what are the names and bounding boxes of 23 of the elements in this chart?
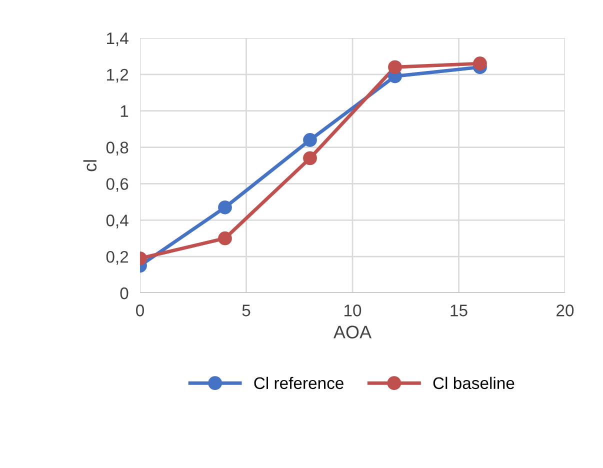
y-tick-label: 0,4: [106, 214, 128, 228]
x-tick-label: 5: [242, 304, 250, 316]
point: [473, 56, 487, 70]
legend-label: Cl baseline: [433, 376, 514, 390]
y-tick-label: 1: [120, 105, 128, 117]
x-tick-label: 0: [136, 304, 144, 316]
y-axis-title: cl: [83, 160, 97, 172]
y-tick-label: 0: [120, 287, 128, 300]
x-tick-label: 10: [344, 304, 362, 316]
point: [218, 231, 232, 246]
x-tick-label: 15: [450, 304, 468, 316]
y-tick-label: 1,2: [106, 68, 128, 83]
point: [303, 151, 317, 166]
y-tick-label: 0,6: [106, 178, 128, 192]
y-tick-label: 1,4: [106, 32, 128, 46]
y-tick-label: 0,2: [106, 250, 128, 265]
legend-label: Cl reference: [254, 376, 344, 390]
x-axis-title: AOA: [333, 326, 372, 338]
point: [303, 133, 317, 147]
point: [388, 60, 402, 74]
point: [218, 200, 232, 214]
y-tick-label: 0,8: [106, 142, 128, 156]
x-tick-label: 20: [556, 304, 574, 316]
